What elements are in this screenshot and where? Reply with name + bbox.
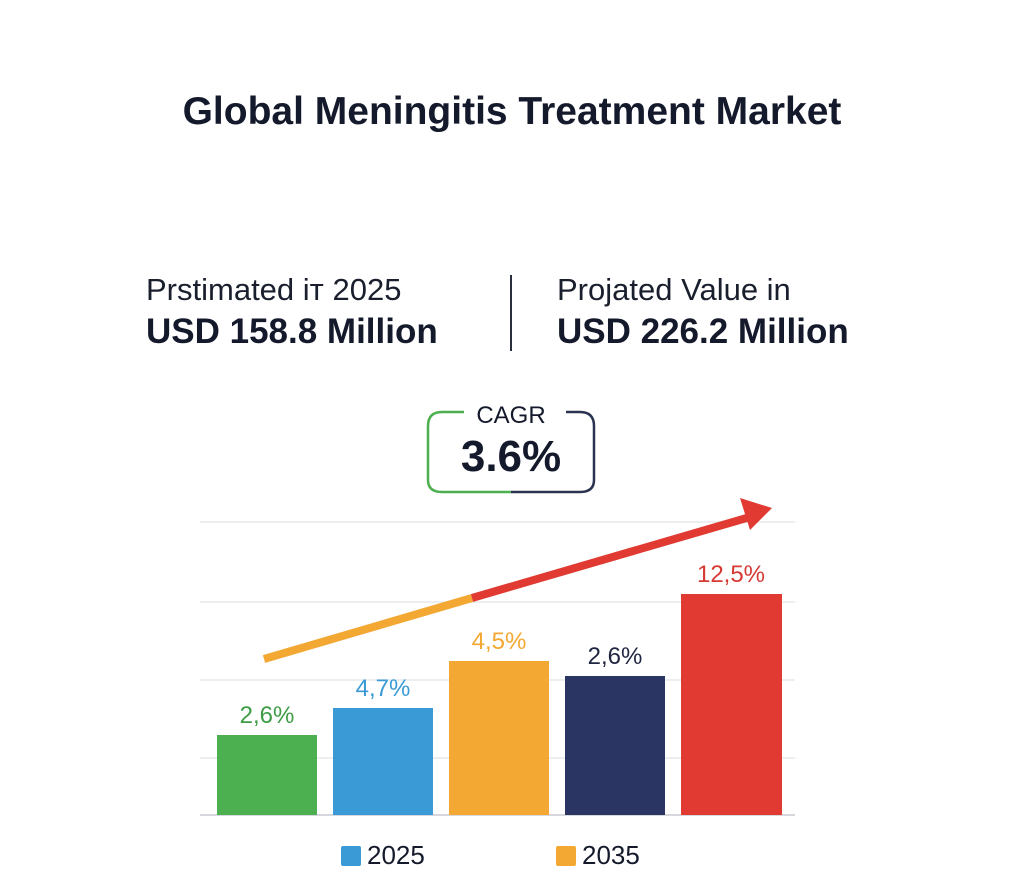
trend-arrow-segment [262, 594, 474, 663]
cagr-label: CAGR [476, 402, 546, 429]
page-title: Global Meningitis Treatment Market [182, 90, 842, 133]
bar [333, 708, 433, 815]
estimated-label: Prstimated iт 2025 [146, 272, 402, 307]
projected-label: Projated Value in [557, 272, 791, 307]
estimated-value-block: Prstimated iт 2025 USD 158.8 Million [146, 270, 438, 354]
legend-label: 2035 [582, 840, 640, 870]
trend-arrow-head-icon [740, 498, 772, 530]
data-label: 12,5% [697, 561, 765, 588]
cagr-badge: CAGR 3.6% [426, 402, 596, 494]
legend-swatch [556, 845, 576, 866]
legend-swatch [341, 845, 361, 866]
cagr-frame [426, 410, 596, 494]
data-label: 4,5% [472, 628, 527, 655]
cagr-value: 3.6% [460, 432, 562, 481]
bar [681, 594, 782, 815]
legend-item-2025: 2025 [341, 840, 425, 871]
legend-label: 2025 [367, 840, 425, 870]
legend-item-2035: 2035 [556, 840, 640, 871]
trend-arrow-segment [470, 513, 752, 602]
stat-divider [510, 275, 512, 351]
projected-value-block: Projated Value in USD 226.2 Million [557, 270, 849, 354]
projected-value: USD 226.2 Million [557, 312, 849, 351]
estimated-value: USD 158.8 Million [146, 312, 438, 351]
bar [565, 676, 665, 815]
bar [217, 735, 317, 815]
data-label: 2,6% [588, 643, 643, 670]
data-label: 4,7% [356, 675, 411, 702]
bar [449, 661, 549, 815]
data-label: 2,6% [240, 702, 295, 729]
